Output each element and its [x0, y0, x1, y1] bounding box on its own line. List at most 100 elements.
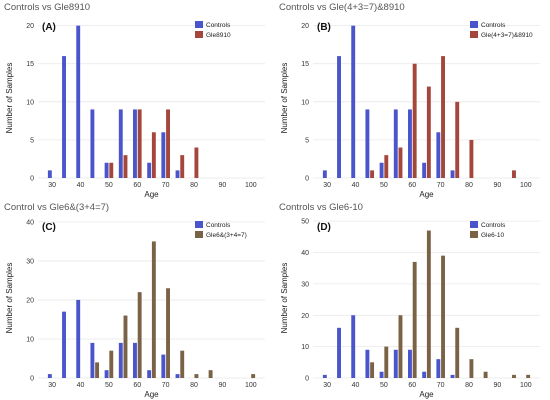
bar-controls — [322, 170, 327, 178]
chart-svg: 0 5 10 15 20 30 40 50 60 70 80 90 100 Age Number of Sa… — [5, 21, 265, 199]
x-tick-label: 70 — [437, 182, 445, 189]
bar-controls — [379, 162, 384, 178]
legend-label: Controls — [481, 22, 506, 29]
bar-case — [137, 109, 142, 178]
bar-case — [166, 288, 170, 378]
bar-controls — [450, 170, 455, 178]
bar-controls — [161, 354, 166, 378]
x-tick-label: 60 — [408, 182, 416, 189]
bar-controls — [90, 109, 95, 178]
y-tick-label: 10 — [26, 99, 34, 106]
bar-case — [95, 362, 100, 378]
x-tick-label: 90 — [219, 382, 227, 389]
legend-swatch — [470, 221, 478, 228]
y-tick-label: 20 — [301, 313, 309, 320]
x-axis-title: Age — [419, 190, 434, 199]
bar-controls — [147, 162, 152, 178]
panel-title: Controls vs Gle6-10 — [279, 202, 363, 213]
x-tick-label: 100 — [520, 182, 532, 189]
x-tick-label: 60 — [408, 382, 416, 389]
bar-case — [194, 147, 199, 178]
x-tick-label: 60 — [133, 382, 141, 389]
x-tick-label: 40 — [352, 182, 360, 189]
panel-b: Controls vs Gle(4+3=7)&8910 0 5 10 15 20 30 40… — [275, 0, 550, 200]
legend-label: Gle(4+3=7)&8910 — [481, 32, 533, 39]
y-axis-title: Number of Samples — [5, 63, 14, 134]
x-tick-label: 100 — [520, 382, 532, 389]
x-tick-label: 80 — [190, 382, 198, 389]
bar-controls — [175, 374, 180, 378]
bar-case — [384, 155, 389, 178]
bar-controls — [422, 371, 427, 378]
bar-case — [166, 109, 170, 178]
bar-controls — [365, 349, 370, 378]
bar-case — [426, 230, 431, 378]
panel-label: (C) — [42, 222, 56, 233]
x-tick-label: 30 — [323, 182, 331, 189]
bar-case — [109, 162, 114, 178]
bar-controls — [436, 359, 441, 378]
bar-case — [398, 147, 403, 178]
bar-case — [370, 170, 375, 178]
y-axis-title: Number of Samples — [5, 263, 14, 334]
bar-controls — [408, 349, 412, 378]
bar-case — [512, 374, 516, 378]
panel-label: (A) — [42, 22, 56, 33]
bar-controls — [436, 132, 441, 178]
chart-svg: 0 10 20 30 40 50 30 40 50 60 70 80 90 100 Age Number of… — [280, 219, 540, 399]
bar-controls — [351, 25, 356, 178]
x-tick-label: 30 — [323, 382, 331, 389]
bar-case — [426, 86, 431, 178]
panel-d: Controls vs Gle6-10 0 10 20 30 40 50 30 40 50 60 7… — [275, 200, 550, 400]
bar-case — [512, 170, 516, 178]
x-tick-label: 80 — [465, 182, 473, 189]
bar-controls — [104, 370, 109, 378]
x-axis-title: Age — [419, 390, 434, 399]
y-tick-label: 10 — [26, 336, 34, 343]
bar-case — [398, 315, 403, 378]
y-tick-label: 10 — [301, 344, 309, 351]
bar-controls — [161, 132, 166, 178]
bar-case — [384, 346, 389, 378]
panel-title: Controls vs Gle8910 — [4, 2, 91, 13]
panel-label: (D) — [317, 222, 331, 233]
y-tick-label: 20 — [26, 297, 34, 304]
bar-controls — [351, 315, 356, 378]
bar-case — [469, 139, 474, 178]
legend-swatch — [195, 21, 203, 28]
bar-case — [109, 350, 114, 378]
legend-label: Controls — [206, 222, 231, 229]
x-tick-label: 60 — [133, 182, 141, 189]
legend-swatch — [195, 31, 203, 38]
x-axis-title: Age — [144, 190, 159, 199]
bar-case — [151, 132, 156, 178]
y-tick-label: 20 — [26, 23, 34, 30]
bar-case — [483, 371, 488, 378]
legend-label: Controls — [206, 22, 231, 29]
bar-case — [180, 155, 185, 178]
bar-controls — [47, 170, 52, 178]
x-tick-label: 70 — [162, 182, 170, 189]
legend-label: Gle6-10 — [481, 232, 505, 239]
legend-swatch — [470, 31, 478, 38]
y-tick-label: 40 — [301, 250, 309, 257]
y-tick-label: 30 — [301, 281, 309, 288]
legend-swatch — [470, 231, 478, 238]
bar-controls — [379, 371, 384, 378]
bar-case — [180, 350, 185, 378]
chart-svg: 0 5 10 15 20 30 40 50 60 70 80 90 100 Age Number of Sa… — [280, 21, 540, 199]
bar-controls — [175, 170, 180, 178]
bar-controls — [450, 374, 455, 378]
bar-controls — [393, 109, 398, 178]
panel-title: Controls vs Gle(4+3=7)&8910 — [279, 2, 405, 13]
x-axis-title: Age — [144, 390, 159, 399]
bar-controls — [133, 109, 137, 178]
x-tick-label: 70 — [437, 382, 445, 389]
y-tick-label: 50 — [301, 219, 309, 226]
legend-label: Controls — [481, 222, 506, 229]
x-tick-label: 50 — [380, 182, 388, 189]
panel-label: (B) — [317, 22, 331, 33]
y-tick-label: 15 — [301, 61, 309, 68]
bar-controls — [322, 374, 327, 378]
bar-controls — [90, 342, 95, 378]
